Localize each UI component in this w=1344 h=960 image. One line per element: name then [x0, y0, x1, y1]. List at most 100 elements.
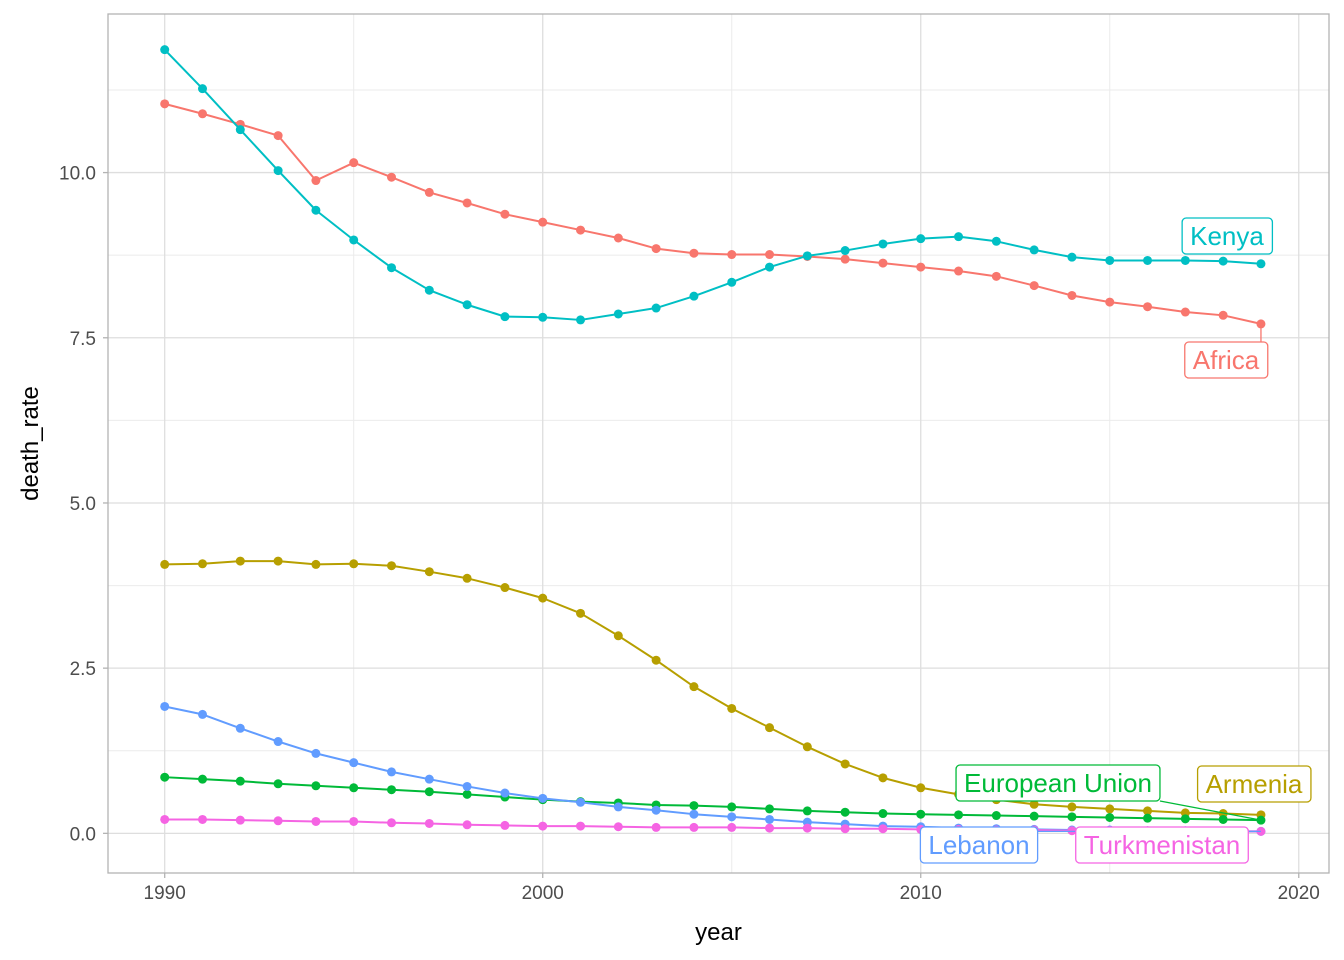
- label-box: [1196, 765, 1312, 803]
- data-point-kenya: [916, 234, 926, 244]
- data-point-armenia: [651, 655, 661, 665]
- label-kenya: Kenya: [1181, 217, 1274, 255]
- data-point-european-union: [1143, 813, 1153, 823]
- y-axis-title: death_rate: [17, 386, 44, 501]
- data-point-kenya: [689, 291, 699, 301]
- data-point-africa: [1143, 302, 1153, 312]
- data-point-kenya: [387, 263, 397, 273]
- data-point-armenia: [840, 759, 850, 769]
- data-point-kenya: [1029, 245, 1039, 255]
- data-point-africa: [765, 250, 775, 260]
- data-point-european-union: [954, 810, 964, 820]
- data-point-european-union: [1105, 812, 1115, 822]
- data-point-turkmenistan: [311, 816, 321, 826]
- data-point-european-union: [991, 811, 1001, 821]
- data-point-kenya: [1256, 259, 1266, 269]
- data-point-armenia: [916, 783, 926, 793]
- data-point-armenia: [311, 559, 321, 569]
- data-point-turkmenistan: [538, 821, 548, 831]
- data-point-lebanon: [235, 723, 245, 733]
- data-point-armenia: [1143, 806, 1153, 816]
- data-point-kenya: [538, 312, 548, 322]
- data-point-lebanon: [273, 737, 283, 747]
- data-point-lebanon: [424, 774, 434, 784]
- data-point-kenya: [991, 236, 1001, 246]
- data-point-kenya: [1143, 255, 1153, 265]
- data-point-european-union: [840, 807, 850, 817]
- data-point-africa: [387, 172, 397, 182]
- grid-major: [108, 14, 1329, 873]
- data-point-armenia: [160, 559, 170, 569]
- data-point-armenia: [235, 556, 245, 566]
- y-tick-label: 0.0: [70, 824, 96, 845]
- x-axis-title: year: [695, 919, 742, 946]
- y-tick-label: 2.5: [70, 659, 96, 680]
- data-point-kenya: [462, 300, 472, 310]
- data-point-kenya: [349, 235, 359, 245]
- data-point-european-union: [273, 779, 283, 789]
- data-point-armenia: [1029, 799, 1039, 809]
- data-point-kenya: [802, 251, 812, 261]
- label-text: Armenia: [1206, 769, 1303, 799]
- data-point-armenia: [462, 573, 472, 583]
- data-point-lebanon: [538, 793, 548, 803]
- data-point-africa: [462, 198, 472, 208]
- data-point-lebanon: [387, 767, 397, 777]
- data-point-armenia: [802, 742, 812, 752]
- data-point-armenia: [878, 773, 888, 783]
- data-point-kenya: [1180, 255, 1190, 265]
- data-point-lebanon: [160, 701, 170, 711]
- y-tick-label: 5.0: [70, 494, 96, 515]
- data-point-armenia: [1067, 802, 1077, 812]
- data-point-africa: [198, 109, 208, 119]
- data-point-africa: [160, 99, 170, 109]
- y-tick-label: 10.0: [59, 164, 96, 185]
- label-africa: Africa: [1184, 323, 1269, 379]
- data-point-lebanon: [198, 709, 208, 719]
- series-line-kenya: [163, 48, 1262, 321]
- data-point-european-union: [1067, 812, 1077, 822]
- data-point-european-union: [1029, 811, 1039, 821]
- data-point-turkmenistan: [727, 822, 737, 832]
- data-point-armenia: [538, 593, 548, 603]
- data-point-kenya: [424, 285, 434, 295]
- label-armenia: Armenia: [1196, 765, 1312, 803]
- data-point-armenia: [727, 703, 737, 713]
- data-point-africa: [424, 187, 434, 197]
- data-point-africa: [878, 258, 888, 268]
- data-point-kenya: [954, 232, 964, 242]
- data-point-turkmenistan: [462, 820, 472, 830]
- data-point-kenya: [840, 246, 850, 256]
- data-point-kenya: [1218, 256, 1228, 266]
- y-tick-label: 7.5: [70, 329, 96, 350]
- series-line-africa: [164, 102, 1262, 325]
- data-point-kenya: [198, 84, 208, 94]
- data-point-armenia: [198, 559, 208, 569]
- data-point-lebanon: [651, 805, 661, 815]
- data-point-armenia: [689, 682, 699, 692]
- data-point-armenia: [576, 608, 586, 618]
- label-text: Lebanon: [928, 830, 1029, 860]
- x-tick-label: 2010: [900, 883, 942, 904]
- data-point-turkmenistan: [273, 816, 283, 826]
- data-point-turkmenistan: [1067, 826, 1077, 836]
- data-point-turkmenistan: [235, 815, 245, 825]
- grid-minor: [108, 14, 1329, 873]
- data-point-kenya: [576, 315, 586, 325]
- label-box: [1181, 217, 1274, 255]
- data-point-africa: [651, 244, 661, 254]
- data-point-africa: [991, 271, 1001, 281]
- data-point-turkmenistan: [387, 818, 397, 828]
- label-box: [955, 764, 1161, 802]
- data-point-lebanon: [462, 781, 472, 791]
- data-point-european-union: [349, 783, 359, 793]
- data-point-kenya: [235, 125, 245, 135]
- data-point-turkmenistan: [424, 818, 434, 828]
- data-point-armenia: [765, 723, 775, 733]
- label-text: Africa: [1193, 345, 1260, 375]
- data-point-european-union: [689, 801, 699, 811]
- x-tick-label: 1990: [144, 883, 186, 904]
- data-point-european-union: [387, 785, 397, 795]
- data-point-kenya: [651, 303, 661, 313]
